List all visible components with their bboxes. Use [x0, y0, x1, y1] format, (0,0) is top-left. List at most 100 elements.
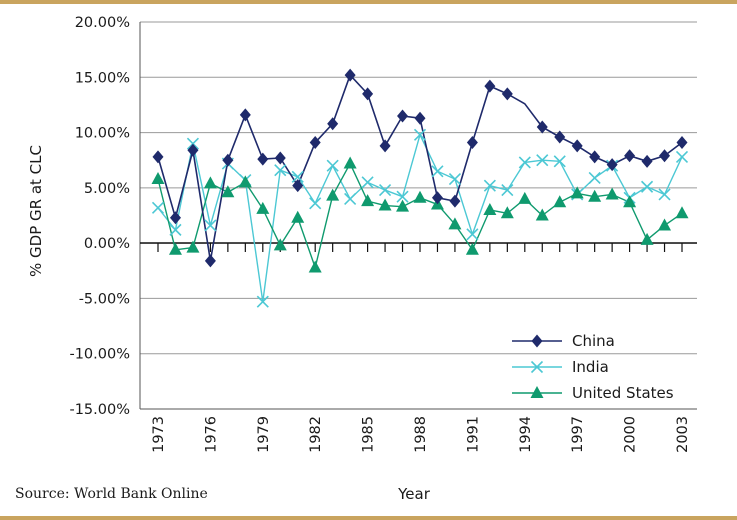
x-tick-labels: 1973 1976 1979 1982 1985 1988 1991 1994 1997 2000…	[151, 416, 691, 453]
data-point-china	[659, 149, 671, 163]
x-tick-label: 1973	[151, 416, 167, 453]
y-tick-label: 0.00%	[84, 236, 130, 252]
y-tick-label: 5.00%	[84, 181, 130, 197]
data-point-china	[606, 158, 618, 172]
data-point-united-states	[291, 210, 305, 223]
data-point-united-states	[483, 202, 497, 215]
data-point-united-states	[203, 176, 217, 189]
y-axis-title: % GDP GR at CLC	[27, 145, 45, 277]
data-point-india	[501, 184, 514, 197]
data-point-china	[449, 194, 461, 208]
data-point-united-states	[186, 240, 200, 253]
x-tick-label: 1985	[361, 416, 377, 453]
data-point-china	[397, 109, 409, 123]
data-point-united-states	[168, 242, 182, 255]
data-point-united-states	[588, 189, 602, 202]
data-point-united-states	[640, 232, 654, 245]
data-point-united-states	[658, 218, 672, 231]
data-point-china	[309, 136, 321, 150]
data-point-united-states	[605, 187, 619, 200]
data-point-india	[675, 150, 689, 163]
data-point-india	[379, 184, 392, 197]
data-point-united-states	[326, 188, 340, 201]
data-point-china	[431, 191, 443, 205]
y-tick-label: 20.00%	[75, 15, 130, 31]
data-point-united-states	[343, 156, 357, 169]
data-point-united-states	[378, 198, 392, 211]
data-point-china	[466, 136, 478, 150]
legend-label-china: China	[572, 332, 615, 350]
y-tick-label: -15.00%	[69, 402, 130, 418]
data-point-china	[641, 154, 653, 168]
x-tick-label: 1988	[413, 416, 429, 453]
x-tick-label: 1991	[465, 416, 481, 453]
data-point-china	[676, 136, 688, 150]
x-tick-label: 1982	[308, 416, 324, 453]
data-point-china	[152, 150, 164, 164]
data-point-india	[361, 176, 374, 189]
data-point-india	[344, 192, 357, 205]
data-point-india	[256, 295, 269, 308]
data-point-india	[518, 156, 531, 169]
legend-label-india: India	[572, 358, 609, 376]
x-axis-title: Year	[397, 485, 431, 503]
data-point-china	[257, 152, 269, 166]
data-point-india	[291, 170, 304, 183]
data-point-india	[466, 228, 479, 241]
legend-item-united-states: United States	[512, 384, 674, 402]
data-point-china	[169, 211, 181, 225]
source-note: Source: World Bank Online	[15, 486, 208, 502]
data-point-india	[588, 171, 601, 184]
legend-marker-india	[530, 360, 544, 374]
data-point-united-states	[535, 208, 549, 221]
data-point-india	[413, 128, 427, 141]
y-tick-label: -5.00%	[79, 291, 130, 307]
y-tick-label: 10.00%	[75, 126, 130, 142]
data-point-united-states	[396, 199, 410, 212]
line-chart: 20.00% 15.00% 10.00% 5.00% 0.00% -5.00% -10.00…	[15, 15, 697, 503]
data-point-united-states	[553, 195, 567, 208]
data-point-china	[222, 153, 234, 167]
data-point-india	[448, 172, 461, 186]
data-point-india	[186, 137, 199, 150]
series-line-india	[157, 134, 683, 303]
data-point-united-states	[151, 172, 165, 185]
series-markers	[151, 68, 689, 308]
legend-marker-united-states	[530, 386, 544, 398]
data-point-india	[309, 197, 322, 210]
data-point-china	[204, 254, 216, 268]
data-point-china	[379, 139, 391, 153]
x-tick-label: 1997	[570, 416, 586, 453]
x-tick-label: 2003	[675, 416, 691, 453]
x-tick-label: 1979	[256, 416, 272, 453]
data-point-china	[571, 139, 583, 153]
data-point-united-states	[273, 238, 287, 251]
data-point-united-states	[308, 260, 322, 273]
x-tick-label: 1976	[203, 416, 219, 453]
data-point-united-states	[448, 217, 462, 230]
data-point-india	[553, 155, 566, 168]
data-point-united-states	[465, 242, 479, 255]
data-point-china	[362, 87, 374, 101]
legend: China India United States	[512, 332, 674, 402]
legend-label-united-states: United States	[572, 384, 674, 402]
y-tick-label: 15.00%	[75, 70, 130, 86]
data-point-china	[484, 79, 496, 93]
data-point-china	[624, 149, 636, 163]
y-tick-labels: 20.00% 15.00% 10.00% 5.00% 0.00% -5.00% -10.00…	[69, 15, 130, 418]
data-point-china	[187, 143, 199, 157]
data-point-china	[536, 120, 548, 134]
data-point-china	[501, 87, 513, 101]
data-point-china	[554, 130, 566, 144]
x-tick-label: 1994	[518, 416, 534, 453]
data-point-china	[414, 111, 426, 125]
data-point-united-states	[675, 206, 689, 219]
data-point-united-states	[500, 206, 514, 219]
legend-marker-china	[531, 334, 543, 348]
data-point-india	[396, 190, 409, 203]
data-point-india	[204, 219, 217, 232]
data-point-united-states	[570, 186, 584, 199]
data-point-india	[169, 223, 182, 236]
data-point-china	[292, 179, 304, 193]
data-point-united-states	[221, 185, 235, 198]
